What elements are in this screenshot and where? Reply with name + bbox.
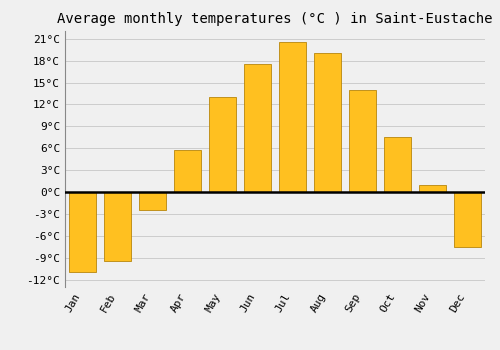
Bar <box>140 192 166 210</box>
Bar <box>210 97 236 192</box>
Bar <box>420 185 446 192</box>
Bar <box>454 192 480 247</box>
Title: Average monthly temperatures (°C ) in Saint-Eustache: Average monthly temperatures (°C ) in Sa… <box>57 12 493 26</box>
Bar <box>280 42 305 192</box>
Bar <box>384 137 410 192</box>
Bar <box>70 192 96 272</box>
Bar <box>350 90 376 192</box>
Bar <box>104 192 130 261</box>
Bar <box>244 64 270 192</box>
Bar <box>314 54 340 192</box>
Bar <box>174 150 201 192</box>
